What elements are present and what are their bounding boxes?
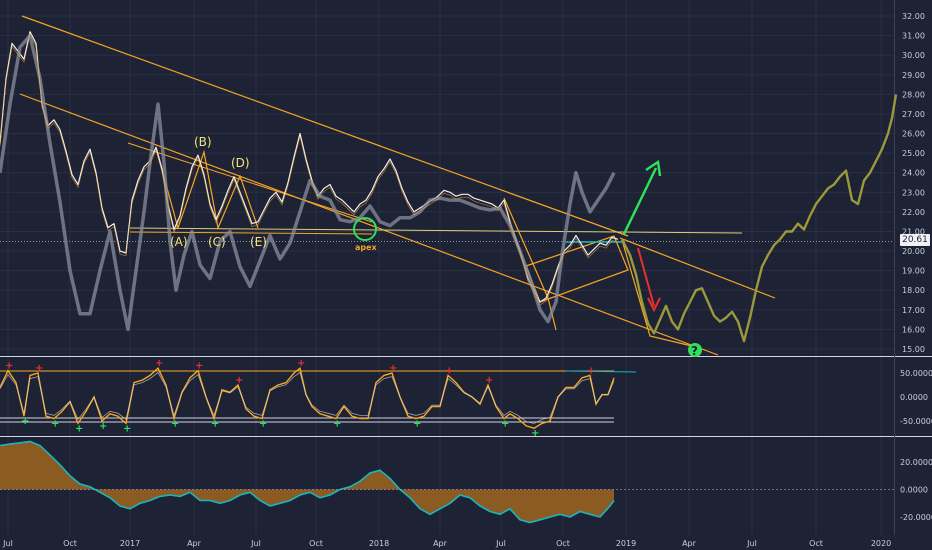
price-tick-label: 28.00 <box>902 90 925 99</box>
price-tick-label: 22.00 <box>902 208 925 217</box>
wave-label-d: (D) <box>231 156 250 170</box>
price-tick-label: 29.00 <box>902 71 925 80</box>
trendlines <box>0 15 894 356</box>
time-tick-label: Jul <box>250 539 261 548</box>
sell-marker-icon: + <box>445 365 453 376</box>
buy-marker-icon: + <box>501 419 509 430</box>
histogram-tick-label: 0.0000 <box>900 486 928 495</box>
series-fractal-overlay[interactable] <box>0 33 616 332</box>
sell-marker-icon: + <box>389 363 397 374</box>
flag-pole[interactable] <box>503 197 557 331</box>
projected-drop-path[interactable] <box>621 239 701 349</box>
price-tick-label: 27.00 <box>902 110 925 119</box>
bearish-arrow-head <box>647 297 661 313</box>
price-tick-label: 26.00 <box>902 130 925 139</box>
price-tick-label: 23.00 <box>902 188 925 197</box>
buy-marker-icon: + <box>259 419 267 430</box>
wave-label-e: (E) <box>250 235 267 249</box>
sell-marker-icon: + <box>587 365 595 376</box>
price-tick-label: 19.00 <box>902 267 925 276</box>
buy-marker-icon: + <box>99 421 107 432</box>
price-tick-label: 17.00 <box>902 306 925 315</box>
time-tick-label: Oct <box>809 539 823 548</box>
annotations: (A) (B) (C) (D) (E) apex ? <box>170 135 702 358</box>
histogram-area <box>0 441 614 523</box>
bullish-arrow[interactable] <box>622 167 658 235</box>
buy-marker-icon: + <box>531 428 539 439</box>
buy-marker-icon: + <box>51 419 59 430</box>
wave-label-b: (B) <box>194 135 212 149</box>
price-tick-label: 15.00 <box>902 345 925 354</box>
histogram-tick-label: 20.0000 <box>900 458 932 467</box>
buy-marker-icon: + <box>333 419 341 430</box>
price-tick-label: 30.00 <box>902 51 925 60</box>
sell-marker-icon: + <box>485 375 493 386</box>
series-momentum[interactable] <box>0 440 615 524</box>
apex-label: apex <box>355 243 378 252</box>
series-oscillator-signal <box>0 371 615 424</box>
time-tick-label: Apr <box>187 539 202 548</box>
price-tick-label: 25.00 <box>902 149 925 158</box>
time-tick-label: Apr <box>433 539 448 548</box>
buy-marker-icon: + <box>123 423 131 434</box>
upper-channel-line[interactable] <box>21 15 629 237</box>
oscillator-cyan-line <box>565 370 637 373</box>
wave-label-c: (C) <box>208 235 226 249</box>
buy-marker-icon: + <box>211 419 219 430</box>
time-tick-label: Jul <box>495 539 506 548</box>
time-tick-label: Oct <box>63 539 77 548</box>
price-tick-label: 24.00 <box>902 169 925 178</box>
projection-channel-line[interactable] <box>619 237 776 299</box>
series-layer: + + + + + + + + + + + + + + + + + + + + + + <box>0 31 898 524</box>
triangle-resistance-line[interactable] <box>127 142 373 223</box>
price-tick-label: 16.00 <box>902 325 925 334</box>
wave-zigzag[interactable] <box>155 147 259 231</box>
question-marker-label: ? <box>691 344 698 358</box>
bearish-arrow[interactable] <box>637 247 655 307</box>
sell-marker-icon: + <box>155 358 163 369</box>
histogram-tick-label: -20.0000 <box>900 513 932 522</box>
time-tick-label: 2019 <box>616 539 636 548</box>
price-tick-label: 18.00 <box>902 286 925 295</box>
series-projection[interactable] <box>620 94 898 343</box>
oscillator-tick-label: 50.0000 <box>900 369 932 378</box>
price-tick-label: 21.00 <box>902 227 925 236</box>
time-tick-label: Oct <box>556 539 570 548</box>
sell-marker-icon: + <box>297 358 305 369</box>
time-tick-label: 2020 <box>871 539 891 548</box>
wave-label-a: (A) <box>170 235 188 249</box>
price-tick-label: 20.00 <box>902 247 925 256</box>
oscillator-tick-label: -50.0000 <box>900 417 932 426</box>
grid <box>0 0 894 535</box>
axis-labels: 32.00 31.00 30.00 29.00 28.00 27.00 26.00 25.00… <box>2 12 932 548</box>
time-tick-label: Jul <box>2 539 13 548</box>
sell-marker-icon: + <box>195 361 203 372</box>
time-tick-label: 2017 <box>120 539 140 548</box>
buy-marker-icon: + <box>413 419 421 430</box>
direction-arrows <box>622 159 662 313</box>
price-tick-label: 32.00 <box>902 12 925 21</box>
last-price-tag: 20.61 <box>900 234 930 246</box>
oscillator-tick-label: 0.0000 <box>900 393 928 402</box>
time-tick-label: 2018 <box>369 539 389 548</box>
time-tick-label: Jul <box>746 539 757 548</box>
question-marker-icon[interactable] <box>688 343 702 357</box>
buy-marker-icon: + <box>171 419 179 430</box>
time-tick-label: Apr <box>682 539 697 548</box>
buy-marker-icon: + <box>21 416 29 427</box>
series-price-ma <box>0 33 619 306</box>
buy-marker-icon: + <box>75 423 83 434</box>
sell-marker-icon: + <box>5 361 13 372</box>
apex-circle[interactable] <box>353 217 377 241</box>
price-tick-label: 31.00 <box>902 32 925 41</box>
sell-marker-icon: + <box>35 363 43 374</box>
triangle-base-line[interactable] <box>129 227 743 234</box>
lower-channel-line[interactable] <box>19 93 719 356</box>
time-tick-label: Oct <box>309 539 323 548</box>
sell-marker-icon: + <box>235 375 243 386</box>
bullish-arrow-head <box>645 159 662 177</box>
